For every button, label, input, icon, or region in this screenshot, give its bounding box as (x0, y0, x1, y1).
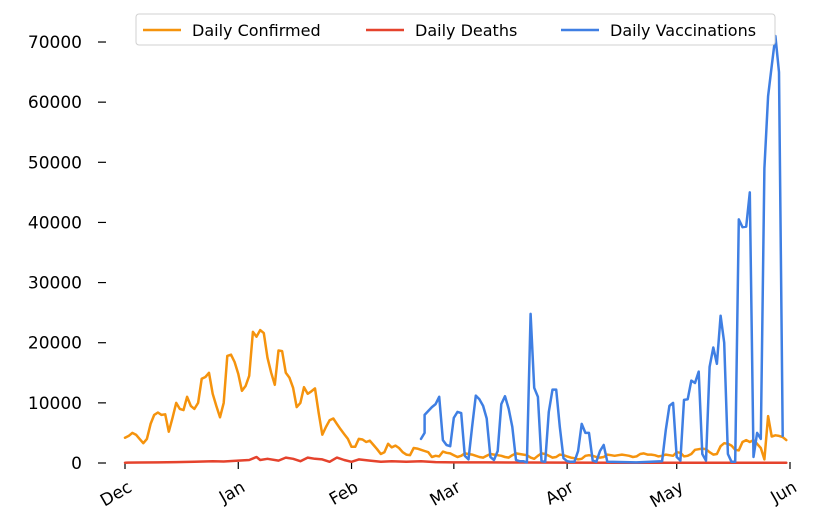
x-tick-label-5: May (647, 477, 687, 512)
y-tick-label-3: 30000 (28, 274, 82, 294)
legend-label-daily-confirmed: Daily Confirmed (192, 21, 321, 40)
x-tick-label-6: Jun (767, 477, 801, 508)
legend-label-daily-vaccinations: Daily Vaccinations (610, 21, 756, 40)
series-line-daily-confirmed (123, 328, 788, 461)
y-tick-label-5: 50000 (28, 153, 82, 173)
y-tick-label-1: 10000 (28, 394, 82, 414)
y-tick-label-7: 70000 (28, 33, 82, 53)
y-tick-label-6: 60000 (28, 93, 82, 113)
x-axis: Dec Jan Feb Mar Apr May Jun (97, 462, 801, 512)
x-tick-label-1: Jan (215, 477, 249, 508)
x-tick-label-2: Feb (326, 477, 362, 509)
x-tick-label-4: Apr (542, 477, 577, 509)
x-tick-label-3: Mar (427, 477, 465, 510)
y-tick-label-4: 40000 (28, 213, 82, 233)
legend-box (135, 13, 776, 46)
legend-label-daily-deaths: Daily Deaths (415, 21, 517, 40)
y-axis: 0 10000 20000 30000 40000 50000 60000 70000 (28, 33, 106, 474)
series-line-daily-vaccinations (419, 34, 784, 464)
y-tick-label-0: 0 (71, 454, 82, 474)
legend: Daily Confirmed Daily Deaths Daily Vacci… (135, 13, 776, 46)
plot-area (123, 34, 788, 465)
series-line-daily-deaths (123, 455, 788, 465)
x-tick-label-0: Dec (97, 477, 135, 511)
y-tick-label-2: 20000 (28, 334, 82, 354)
